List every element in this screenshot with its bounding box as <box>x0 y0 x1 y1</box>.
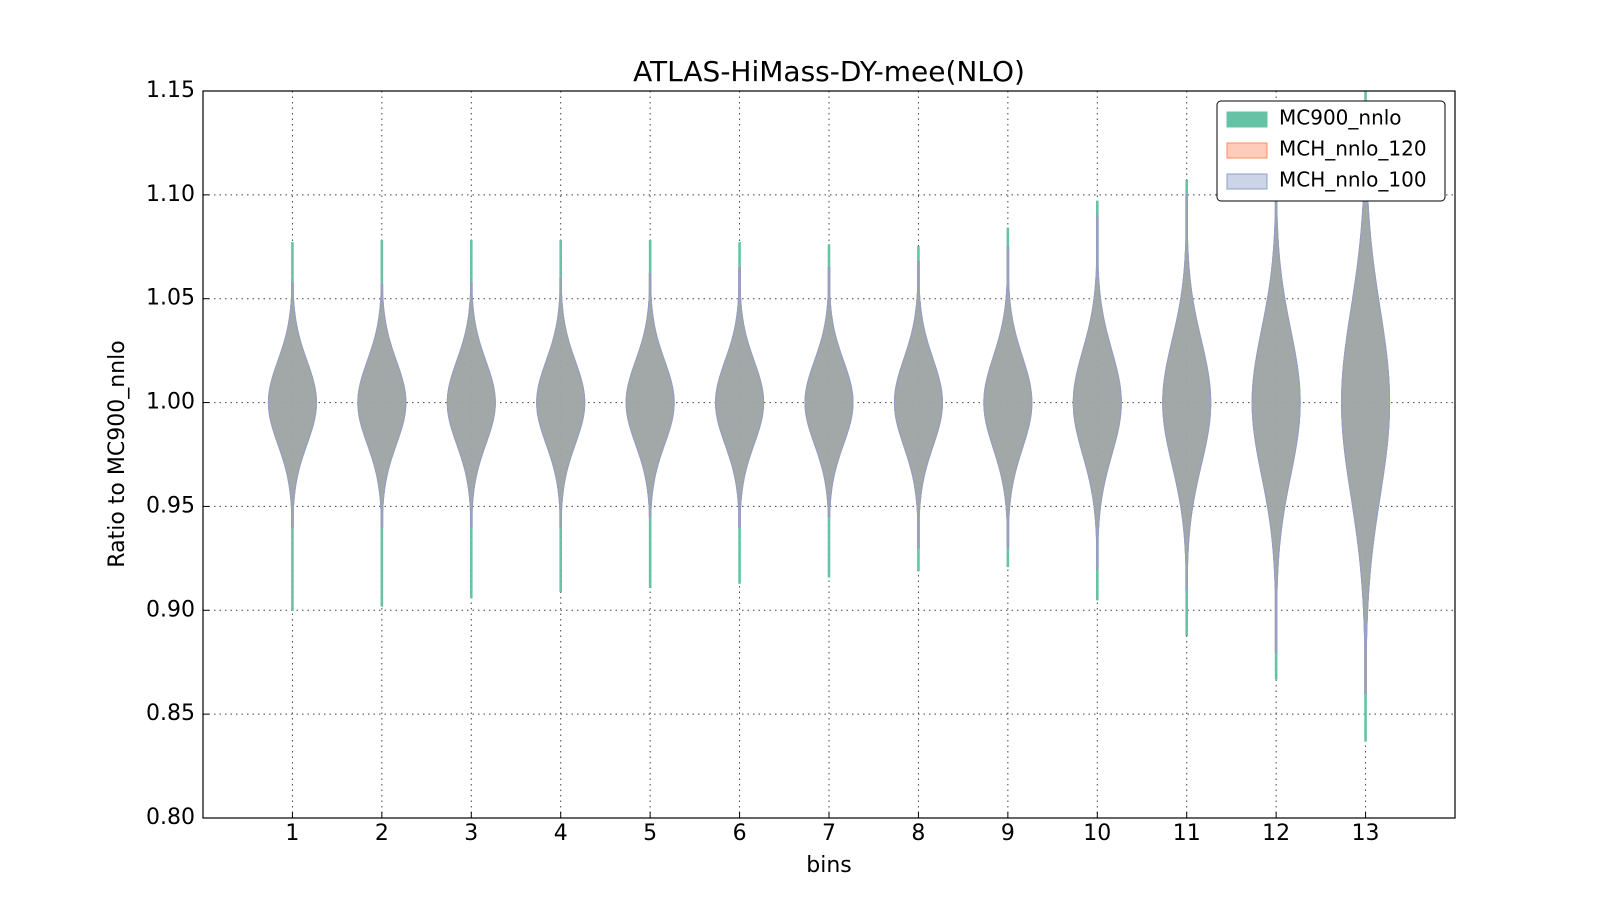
y-tick-label: 1.15 <box>146 78 195 103</box>
violin <box>804 267 854 518</box>
legend-label: MCH_nnlo_100 <box>1279 168 1427 192</box>
plot-frame <box>202 90 1456 819</box>
x-tick-label: 10 <box>1083 821 1111 846</box>
legend-frame <box>1216 100 1446 202</box>
x-tick-label: 6 <box>733 821 747 846</box>
violin <box>536 277 586 528</box>
x-tick-label: 7 <box>822 821 836 846</box>
y-tick-label: 0.95 <box>146 493 195 518</box>
x-tick-label: 13 <box>1352 821 1380 846</box>
y-tick-label: 0.90 <box>146 597 195 622</box>
x-tick-label: 11 <box>1173 821 1201 846</box>
x-tick-label: 9 <box>1001 821 1015 846</box>
x-tick-label: 4 <box>554 821 568 846</box>
x-tick-label: 1 <box>285 821 299 846</box>
y-tick-label: 0.85 <box>146 701 195 726</box>
violin <box>893 260 943 549</box>
x-axis-label: bins <box>806 853 851 878</box>
y-tick-label: 1.05 <box>146 286 195 311</box>
y-tick-label: 0.80 <box>146 805 195 830</box>
legend-swatch <box>1226 173 1268 190</box>
y-tick-label: 1.10 <box>146 182 195 207</box>
legend-swatch <box>1226 142 1268 159</box>
x-tick-label: 3 <box>464 821 478 846</box>
legend-label: MC900_nnlo <box>1279 106 1402 130</box>
legend-swatch <box>1226 111 1268 128</box>
legend-label: MCH_nnlo_120 <box>1279 137 1427 161</box>
violin <box>625 273 675 518</box>
violin <box>1162 194 1212 591</box>
x-tick-label: 12 <box>1262 821 1290 846</box>
chart-title: ATLAS-HiMass-DY-mee(NLO) <box>633 55 1025 88</box>
violin <box>267 281 317 528</box>
violin <box>983 246 1033 549</box>
violin <box>357 283 407 528</box>
violin <box>1072 215 1122 570</box>
x-tick-label: 8 <box>911 821 925 846</box>
x-tick-label: 2 <box>375 821 389 846</box>
x-tick-label: 5 <box>643 821 657 846</box>
violin <box>715 267 765 528</box>
y-axis-label: Ratio to MC900_nnlo <box>105 340 130 567</box>
legend: MC900_nnlo MCH_nnlo_120 MCH_nnlo_100 <box>1216 100 1446 202</box>
y-tick-label: 1.00 <box>146 390 195 415</box>
violin <box>446 281 496 528</box>
